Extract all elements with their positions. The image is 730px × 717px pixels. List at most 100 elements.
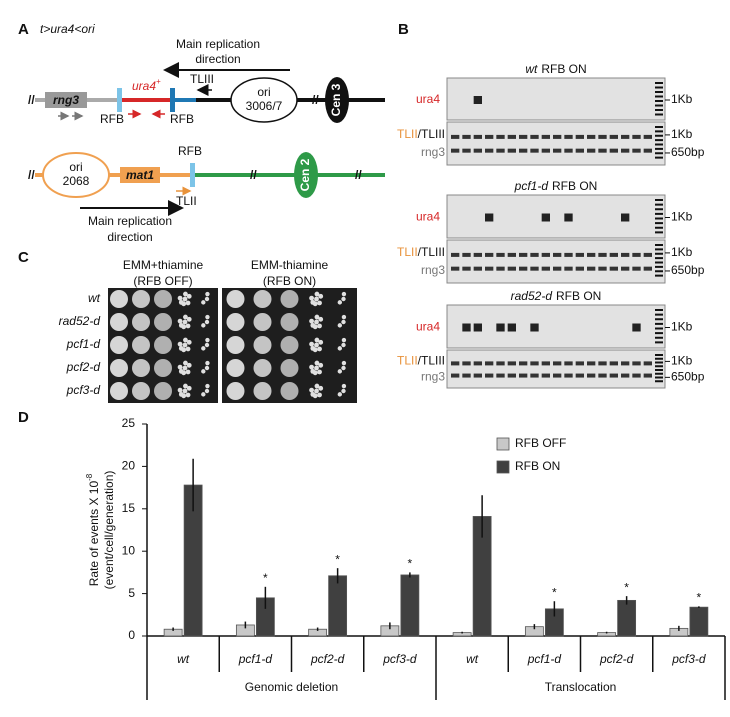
- colony: [312, 370, 318, 376]
- gel-band: [507, 323, 516, 332]
- colony: [204, 296, 210, 302]
- gene-box: [120, 167, 160, 183]
- ladder-band: [655, 336, 663, 339]
- gel-band: [519, 252, 528, 257]
- gel-band: [575, 252, 584, 257]
- legend-label: RFB ON: [515, 459, 560, 473]
- colony: [204, 365, 210, 371]
- colony: [317, 392, 322, 398]
- gel-band: [609, 252, 618, 257]
- colony: [201, 300, 206, 305]
- colony: [337, 323, 343, 328]
- ladder-band: [655, 257, 663, 260]
- colony: [341, 360, 347, 366]
- gel-band: [598, 373, 607, 378]
- break-mark: //: [312, 93, 319, 107]
- bar: [689, 606, 709, 637]
- colony-spot: [110, 336, 128, 354]
- colony-spot: [132, 359, 150, 377]
- colony-spot: [280, 313, 299, 331]
- colony: [309, 387, 314, 393]
- bar: [617, 599, 637, 637]
- y-axis-label: Rate of events X 10-8: [85, 473, 101, 586]
- significance-mark: *: [263, 571, 268, 585]
- colony: [318, 362, 324, 368]
- gel-band: [643, 373, 652, 378]
- gel-band: [507, 252, 516, 257]
- gel-band: [632, 361, 641, 366]
- gel: [446, 304, 666, 349]
- colony-spot: [110, 359, 128, 377]
- origin: [42, 152, 110, 198]
- ladder-band: [655, 126, 663, 128]
- colony: [318, 385, 324, 391]
- gel-band: [598, 134, 607, 139]
- construct: t>ura4<ori: [40, 22, 95, 36]
- rfb-site: [190, 163, 195, 187]
- colony: [341, 314, 347, 320]
- colony-spot: [253, 382, 272, 400]
- gel-band: [541, 266, 550, 271]
- colony: [314, 365, 319, 371]
- colony: [312, 301, 318, 307]
- panel-label: C: [18, 249, 29, 266]
- gel-band: [598, 361, 607, 366]
- tl-label: TLII: [176, 194, 197, 208]
- ladder-band: [655, 222, 663, 225]
- rfb-label: RFB: [170, 112, 194, 126]
- gene-sup: +: [156, 77, 161, 86]
- colony: [314, 291, 320, 297]
- gel-band: [553, 361, 562, 366]
- ladder-band: [655, 139, 663, 142]
- centromere: [294, 152, 318, 198]
- y-tick-label: 0: [128, 628, 135, 642]
- colony: [177, 295, 183, 301]
- gel-band: [598, 252, 607, 257]
- gel-band: [632, 323, 641, 332]
- gel-band: [609, 373, 618, 378]
- gene-name: ura4: [132, 79, 156, 93]
- colony: [341, 383, 347, 389]
- colony: [182, 365, 188, 371]
- gel-band: [519, 361, 528, 366]
- colony: [186, 293, 192, 299]
- gel-band: [621, 373, 630, 378]
- gel-band: [496, 134, 505, 139]
- panel-label: A: [18, 21, 29, 38]
- x-tick-label: pcf2-d: [599, 652, 634, 666]
- colony: [177, 341, 183, 347]
- lane-label-part: /TLIII: [418, 245, 445, 259]
- colony: [201, 392, 206, 397]
- ladder-band: [655, 369, 663, 371]
- colony: [317, 346, 322, 352]
- gel-band: [621, 252, 630, 257]
- colony: [341, 337, 347, 343]
- significance-mark: *: [697, 590, 702, 604]
- colony: [314, 360, 320, 366]
- tl-label: TLIII: [190, 72, 214, 86]
- ladder-band: [655, 244, 663, 246]
- colony: [185, 300, 191, 306]
- strain: rad52-d: [511, 289, 553, 303]
- gel-band: [530, 134, 539, 139]
- colony: [309, 318, 314, 324]
- gel-title: rad52-d RFB ON: [511, 289, 602, 303]
- ladder-band: [655, 143, 663, 146]
- gel-band: [587, 134, 596, 139]
- colony-spot: [132, 336, 150, 354]
- legend-label: RFB OFF: [515, 436, 566, 450]
- gel-band: [541, 361, 550, 366]
- colony: [337, 369, 343, 374]
- colony: [181, 393, 187, 399]
- gel-band: [519, 373, 528, 378]
- gel-band: [587, 252, 596, 257]
- colony: [312, 347, 318, 353]
- gel-band: [530, 266, 539, 271]
- gel-band: [462, 148, 471, 153]
- ladder-band: [655, 376, 663, 379]
- gene-label: ura4+: [132, 77, 161, 93]
- colony: [185, 392, 191, 398]
- colony: [186, 362, 192, 368]
- rfb-site: [170, 88, 175, 112]
- colony-spot: [280, 359, 299, 377]
